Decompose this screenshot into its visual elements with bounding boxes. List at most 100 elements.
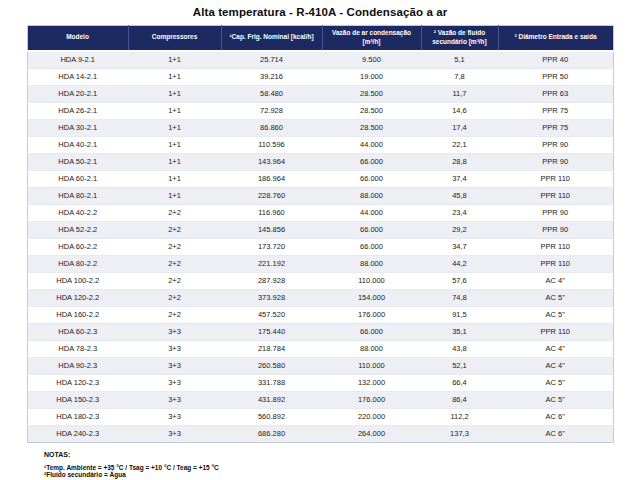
cell-vazao-fluido-secundario: 52,1 xyxy=(421,357,498,374)
cell-diametro-entrada-saida: PPR 75 xyxy=(498,102,613,119)
note-item: ¹Temp. Ambiente = +35 °C / Tsag = +10 °C… xyxy=(44,464,640,472)
cell-compressores: 1+1 xyxy=(128,85,221,102)
cell-modelo: HDA 90-2.3 xyxy=(27,357,128,374)
cell-vazao-fluido-secundario: 17,4 xyxy=(421,119,498,136)
column-header-vazao-fluido-secundario: ² Vazão de fluído secundário [m³/h] xyxy=(421,26,498,51)
cell-diametro-entrada-saida: PPR 110 xyxy=(498,323,613,340)
cell-vazao-fluido-secundario: 11,7 xyxy=(421,85,498,102)
cell-cap-frig-nominal: 218.784 xyxy=(221,340,322,357)
cell-compressores: 2+2 xyxy=(128,289,221,306)
table-row: HDA 9-2.11+125.7149.5005,1PPR 40 xyxy=(27,51,613,69)
cell-vazao-fluido-secundario: 66,4 xyxy=(421,374,498,391)
notes-list: ¹Temp. Ambiente = +35 °C / Tsag = +10 °C… xyxy=(44,464,640,480)
cell-vazao-ar-condensacao: 19.000 xyxy=(322,68,421,85)
cell-modelo: HDA 9-2.1 xyxy=(27,51,128,69)
cell-compressores: 2+2 xyxy=(128,204,221,221)
cell-modelo: HDA 240-2.3 xyxy=(27,425,128,442)
cell-vazao-ar-condensacao: 176.000 xyxy=(322,391,421,408)
cell-cap-frig-nominal: 287.928 xyxy=(221,272,322,289)
page-title: Alta temperatura - R-410A - Condensação … xyxy=(0,6,640,18)
cell-diametro-entrada-saida: AC 4" xyxy=(498,272,613,289)
cell-vazao-fluido-secundario: 112,2 xyxy=(421,408,498,425)
cell-modelo: HDA 80-2.1 xyxy=(27,187,128,204)
cell-compressores: 3+3 xyxy=(128,425,221,442)
cell-cap-frig-nominal: 39.216 xyxy=(221,68,322,85)
cell-diametro-entrada-saida: PPR 90 xyxy=(498,221,613,238)
cell-vazao-ar-condensacao: 66.000 xyxy=(322,323,421,340)
column-header-cap-frig-nominal: ¹Cap. Frig. Nominal [kcal/h] xyxy=(221,26,322,51)
cell-diametro-entrada-saida: PPR 63 xyxy=(498,85,613,102)
cell-diametro-entrada-saida: AC 4" xyxy=(498,357,613,374)
cell-modelo: HDA 78-2.3 xyxy=(27,340,128,357)
cell-modelo: HDA 14-2.1 xyxy=(27,68,128,85)
table-body: HDA 9-2.11+125.7149.5005,1PPR 40HDA 14-2… xyxy=(27,51,613,443)
cell-compressores: 1+1 xyxy=(128,153,221,170)
cell-diametro-entrada-saida: PPR 110 xyxy=(498,170,613,187)
cell-modelo: HDA 160-2.2 xyxy=(27,306,128,323)
cell-cap-frig-nominal: 560.892 xyxy=(221,408,322,425)
cell-cap-frig-nominal: 72.928 xyxy=(221,102,322,119)
cell-modelo: HDA 52-2.2 xyxy=(27,221,128,238)
cell-vazao-ar-condensacao: 132.000 xyxy=(322,374,421,391)
cell-vazao-fluido-secundario: 35,1 xyxy=(421,323,498,340)
cell-cap-frig-nominal: 373.928 xyxy=(221,289,322,306)
cell-vazao-ar-condensacao: 88.000 xyxy=(322,255,421,272)
cell-vazao-fluido-secundario: 91,5 xyxy=(421,306,498,323)
table-row: HDA 26-2.11+172.92828.50014,6PPR 75 xyxy=(27,102,613,119)
cell-cap-frig-nominal: 431.892 xyxy=(221,391,322,408)
table-row: HDA 240-2.33+3686.280264.000137,3AC 6" xyxy=(27,425,613,442)
cell-compressores: 1+1 xyxy=(128,119,221,136)
cell-diametro-entrada-saida: AC 6" xyxy=(498,408,613,425)
cell-diametro-entrada-saida: PPR 75 xyxy=(498,119,613,136)
cell-vazao-fluido-secundario: 86,4 xyxy=(421,391,498,408)
column-header-modelo: Modelo xyxy=(27,26,128,51)
cell-cap-frig-nominal: 457.520 xyxy=(221,306,322,323)
cell-vazao-fluido-secundario: 137,3 xyxy=(421,425,498,442)
column-header-vazao-ar-condensacao: Vazão de ar condensação [m³/h] xyxy=(322,26,421,51)
cell-cap-frig-nominal: 25.714 xyxy=(221,51,322,69)
cell-vazao-ar-condensacao: 44.000 xyxy=(322,136,421,153)
cell-compressores: 1+1 xyxy=(128,170,221,187)
table-row: HDA 80-2.11+1228.76088.00045,8PPR 110 xyxy=(27,187,613,204)
cell-vazao-ar-condensacao: 176.000 xyxy=(322,306,421,323)
cell-cap-frig-nominal: 175.440 xyxy=(221,323,322,340)
cell-vazao-ar-condensacao: 66.000 xyxy=(322,238,421,255)
cell-diametro-entrada-saida: PPR 50 xyxy=(498,68,613,85)
table-row: HDA 160-2.22+2457.520176.00091,5AC 5" xyxy=(27,306,613,323)
cell-compressores: 3+3 xyxy=(128,323,221,340)
cell-diametro-entrada-saida: PPR 40 xyxy=(498,51,613,69)
cell-modelo: HDA 26-2.1 xyxy=(27,102,128,119)
cell-modelo: HDA 120-2.3 xyxy=(27,374,128,391)
cell-cap-frig-nominal: 221.192 xyxy=(221,255,322,272)
cell-vazao-ar-condensacao: 66.000 xyxy=(322,153,421,170)
cell-vazao-ar-condensacao: 110.000 xyxy=(322,357,421,374)
table-row: HDA 40-2.22+2116.96044.00023,4PPR 90 xyxy=(27,204,613,221)
cell-diametro-entrada-saida: AC 5" xyxy=(498,289,613,306)
cell-diametro-entrada-saida: AC 4" xyxy=(498,340,613,357)
cell-diametro-entrada-saida: AC 5" xyxy=(498,306,613,323)
cell-diametro-entrada-saida: AC 5" xyxy=(498,391,613,408)
cell-vazao-fluido-secundario: 37,4 xyxy=(421,170,498,187)
cell-modelo: HDA 150-2.3 xyxy=(27,391,128,408)
table-row: HDA 80-2.22+2221.19288.00044,2PPR 110 xyxy=(27,255,613,272)
cell-diametro-entrada-saida: PPR 110 xyxy=(498,238,613,255)
cell-vazao-fluido-secundario: 45,8 xyxy=(421,187,498,204)
table-row: HDA 40-2.11+1110.59644.00022,1PPR 90 xyxy=(27,136,613,153)
notes-section: NOTAS: ¹Temp. Ambiente = +35 °C / Tsag =… xyxy=(44,451,640,480)
cell-vazao-ar-condensacao: 28.500 xyxy=(322,85,421,102)
cell-modelo: HDA 50-2.1 xyxy=(27,153,128,170)
table-row: HDA 180-2.33+3560.892220.000112,2AC 6" xyxy=(27,408,613,425)
cell-vazao-fluido-secundario: 57,6 xyxy=(421,272,498,289)
cell-diametro-entrada-saida: PPR 110 xyxy=(498,255,613,272)
cell-vazao-fluido-secundario: 28,8 xyxy=(421,153,498,170)
cell-modelo: HDA 60-2.3 xyxy=(27,323,128,340)
cell-vazao-fluido-secundario: 22,1 xyxy=(421,136,498,153)
cell-modelo: HDA 40-2.2 xyxy=(27,204,128,221)
cell-diametro-entrada-saida: PPR 90 xyxy=(498,153,613,170)
cell-cap-frig-nominal: 58.480 xyxy=(221,85,322,102)
cell-cap-frig-nominal: 143.964 xyxy=(221,153,322,170)
cell-cap-frig-nominal: 228.760 xyxy=(221,187,322,204)
cell-compressores: 1+1 xyxy=(128,136,221,153)
cell-vazao-ar-condensacao: 44.000 xyxy=(322,204,421,221)
cell-cap-frig-nominal: 173.720 xyxy=(221,238,322,255)
